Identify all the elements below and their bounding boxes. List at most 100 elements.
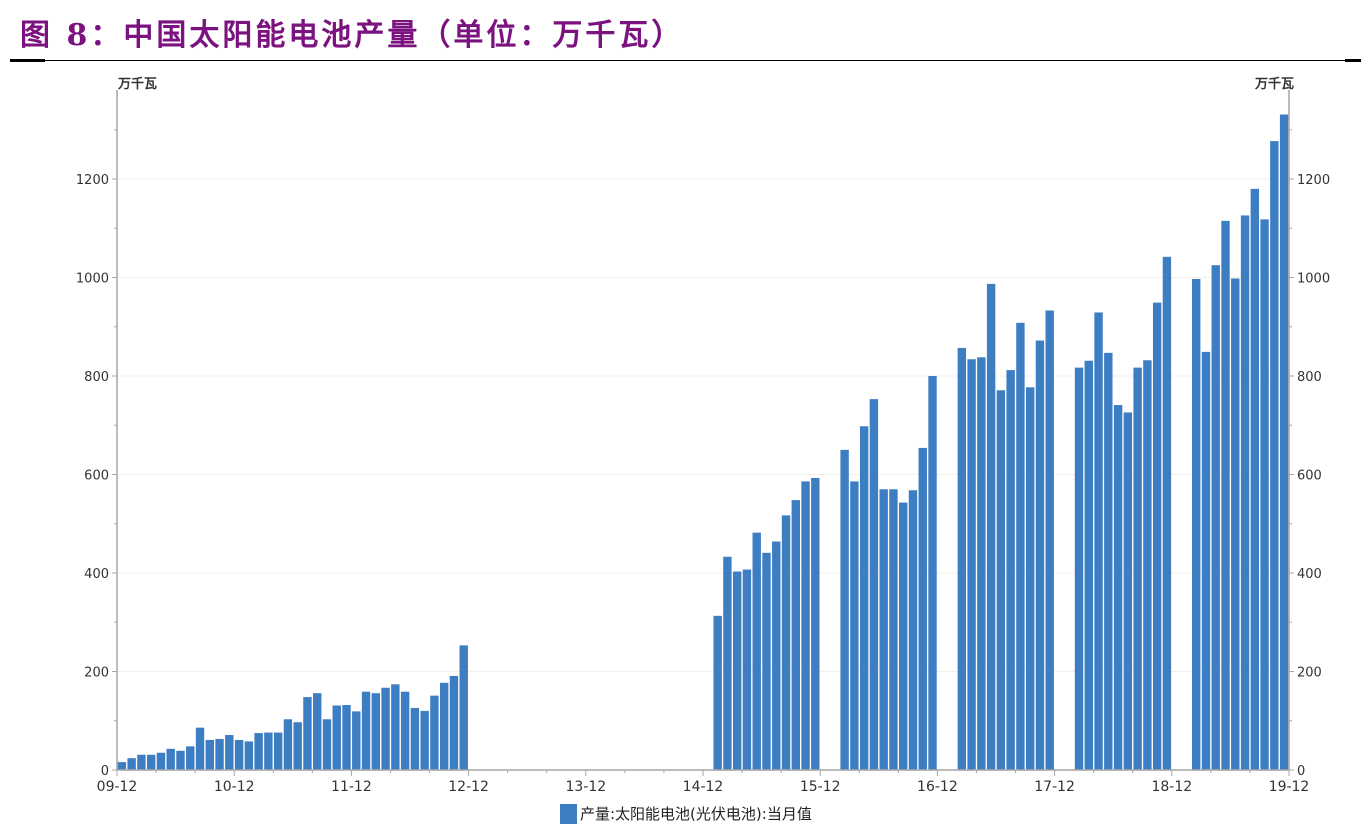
bar <box>400 691 410 770</box>
bar <box>215 738 224 770</box>
y-tick-label-left: 1000 <box>76 272 109 287</box>
bar <box>1143 360 1152 770</box>
title-rule-accent-right <box>1345 59 1361 62</box>
title-rule-accent-left <box>10 59 45 62</box>
figure-title: 图 8：中国太阳能电池产量（单位：万千瓦） <box>20 18 685 53</box>
left-axis-unit: 万千瓦 <box>117 76 157 92</box>
gridlines <box>117 178 1289 672</box>
bar <box>283 719 293 770</box>
x-tick-label: 16-12 <box>917 779 958 795</box>
bar <box>713 615 722 770</box>
bar <box>967 359 976 770</box>
bar <box>156 752 166 770</box>
bar <box>977 357 986 770</box>
bar <box>1221 220 1230 771</box>
bar <box>146 754 156 770</box>
bar <box>1016 322 1025 770</box>
x-tick-label: 17-12 <box>1034 779 1075 795</box>
y-tick-label-right: 1000 <box>1297 272 1330 287</box>
bar <box>322 719 332 770</box>
bar <box>918 447 927 770</box>
y-tick-label-left: 200 <box>84 666 109 681</box>
bar <box>127 758 136 770</box>
y-tick-label-right: 400 <box>1297 567 1322 582</box>
y-tick-label-left: 400 <box>84 567 109 582</box>
bar <box>1133 367 1142 770</box>
bar <box>205 739 214 770</box>
y-tick-label-left: 1200 <box>76 173 109 188</box>
bar <box>889 489 898 770</box>
bar <box>137 754 146 770</box>
bar <box>449 675 459 770</box>
bar <box>410 707 420 770</box>
bar <box>762 552 771 770</box>
bar <box>234 739 244 770</box>
bar <box>1231 278 1240 770</box>
bar <box>1240 215 1250 770</box>
bar <box>1270 141 1279 770</box>
bar <box>1113 405 1123 770</box>
bar <box>1162 256 1172 770</box>
bar <box>439 682 449 770</box>
bar <box>225 735 234 770</box>
x-tick-label: 12-12 <box>448 779 489 795</box>
legend-swatch <box>560 803 577 824</box>
bar <box>801 481 810 770</box>
bar <box>781 515 791 770</box>
bar <box>1045 310 1054 770</box>
bar <box>244 741 254 770</box>
bar <box>313 693 322 770</box>
bar <box>811 477 820 770</box>
bar <box>254 733 263 770</box>
bar <box>264 732 273 770</box>
x-tick-label: 11-12 <box>331 779 372 795</box>
bar <box>957 347 967 770</box>
bar <box>332 705 341 770</box>
bar <box>195 727 205 770</box>
y-tick-label-right: 600 <box>1297 469 1322 484</box>
bar <box>186 746 195 770</box>
bar <box>1084 360 1093 770</box>
bar <box>1152 302 1162 770</box>
bar <box>1192 278 1201 770</box>
bar <box>869 399 879 770</box>
title-rule <box>10 60 1361 61</box>
bar <box>1250 188 1260 771</box>
bar <box>1201 351 1211 770</box>
bar <box>1074 367 1084 770</box>
bar <box>1260 219 1269 770</box>
bar <box>293 722 302 770</box>
y-tick-label-left: 800 <box>84 370 109 385</box>
y-tick-label-right: 0 <box>1297 764 1305 779</box>
bar <box>1025 387 1035 770</box>
bar-series <box>117 114 1289 771</box>
bar <box>1094 312 1103 770</box>
y-tick-label-right: 800 <box>1297 370 1322 385</box>
y-tick-label-left: 0 <box>101 764 109 779</box>
x-tick-label: 10-12 <box>214 779 255 795</box>
bar <box>928 376 937 770</box>
bar <box>1123 412 1133 770</box>
bar <box>723 556 732 770</box>
bar <box>303 697 312 770</box>
bar <box>1211 265 1220 770</box>
x-tick-label: 14-12 <box>683 779 724 795</box>
bar <box>879 489 888 770</box>
bar <box>1279 114 1289 771</box>
x-tick-label: 18-12 <box>1151 779 1192 795</box>
bar <box>899 502 908 770</box>
bar <box>361 691 371 770</box>
bar <box>381 687 390 770</box>
bar <box>732 571 742 770</box>
x-tick-label: 09-12 <box>97 779 138 795</box>
bar <box>996 390 1006 770</box>
bar <box>342 704 351 770</box>
bar <box>166 748 175 770</box>
bar <box>908 490 918 770</box>
bar <box>273 732 283 770</box>
x-tick-label: 15-12 <box>800 779 841 795</box>
bar <box>859 426 869 770</box>
bar <box>176 750 185 770</box>
bar <box>742 569 752 770</box>
